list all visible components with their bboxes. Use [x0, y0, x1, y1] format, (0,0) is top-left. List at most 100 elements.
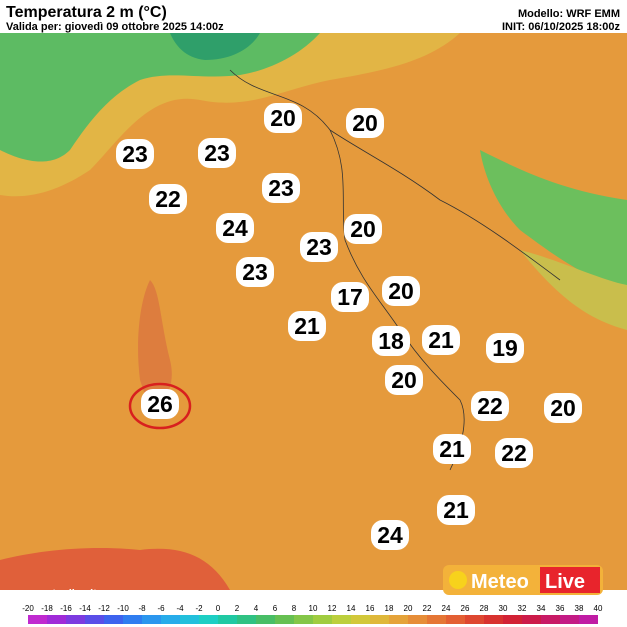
scale-swatch [465, 615, 484, 624]
scale-tick-label: 26 [461, 604, 470, 613]
scale-tick-label: 20 [404, 604, 413, 613]
scale-tick-label: -6 [157, 604, 165, 613]
scale-swatch [66, 615, 85, 624]
coastline [229, 69, 561, 471]
scale-swatch [123, 615, 142, 624]
scale-tick-label: 12 [328, 604, 337, 613]
scale-tick-label: 28 [480, 604, 489, 613]
scale-tick-label: -20 [22, 604, 34, 613]
temperature-label: 17 [337, 284, 363, 310]
label-badge [331, 282, 369, 312]
scale-swatch [484, 615, 503, 624]
scale-swatch [237, 615, 256, 624]
temperature-label: 24 [377, 522, 403, 548]
label-badge [116, 139, 154, 169]
label-badge [216, 213, 254, 243]
temperature-label: 26 [147, 391, 173, 417]
label-badge [544, 393, 582, 423]
africa-hot-zone [0, 548, 230, 590]
website: www.meteolive.it [7, 588, 97, 600]
scale-tick-label: 4 [254, 604, 259, 613]
scale-swatch [142, 615, 161, 624]
scale-swatch [560, 615, 579, 624]
alps-cold-zone [170, 33, 260, 60]
scale-swatch [522, 615, 541, 624]
label-badge [344, 214, 382, 244]
scale-swatch [28, 615, 47, 624]
scale-tick-label: 34 [537, 604, 546, 613]
scale-tick-label: -4 [176, 604, 184, 613]
scale-tick-label: -18 [41, 604, 53, 613]
alps-green-zone [0, 33, 320, 162]
scale-tick-label: 22 [423, 604, 432, 613]
scale-tick-label: 16 [366, 604, 375, 613]
label-badge [495, 438, 533, 468]
scale-tick-label: 0 [216, 604, 221, 613]
label-badge [471, 391, 509, 421]
label-badge [372, 326, 410, 356]
valid-time: Valida per: giovedì 09 ottobre 2025 14:0… [6, 21, 224, 33]
label-badge [437, 495, 475, 525]
temperature-label: 19 [492, 335, 518, 361]
scale-swatch [218, 615, 237, 624]
label-badge [236, 257, 274, 287]
temperature-label: 20 [388, 278, 414, 304]
label-badge [300, 232, 338, 262]
scale-tick-label: -2 [195, 604, 203, 613]
label-badge [149, 184, 187, 214]
scale-swatch [199, 615, 218, 624]
temperature-label: 23 [268, 175, 294, 201]
temperature-label: 20 [352, 110, 378, 136]
scale-tick-label: 18 [385, 604, 394, 613]
label-badge [433, 434, 471, 464]
temperature-label: 23 [122, 141, 148, 167]
sardinia-zone [138, 280, 172, 410]
scale-tick-label: 32 [518, 604, 527, 613]
temperature-label: 22 [155, 186, 181, 212]
temperature-label: 20 [391, 367, 417, 393]
label-badge [198, 138, 236, 168]
temperature-label: 20 [270, 105, 296, 131]
scale-tick-label: 36 [556, 604, 565, 613]
scale-tick-label: -10 [117, 604, 129, 613]
scale-swatch [85, 615, 104, 624]
temperature-label: 23 [306, 234, 332, 260]
scale-swatch [180, 615, 199, 624]
scale-tick-label: 40 [594, 604, 603, 613]
model-name: Modello: WRF EMM [518, 8, 620, 20]
scale-tick-label: 30 [499, 604, 508, 613]
temperature-label: 23 [204, 140, 230, 166]
scale-swatch [408, 615, 427, 624]
scale-tick-label: -8 [138, 604, 146, 613]
temperature-label: 21 [439, 436, 465, 462]
scale-tick-label: -12 [98, 604, 110, 613]
label-badge [371, 520, 409, 550]
scale-tick-label: -16 [60, 604, 72, 613]
scale-swatch [313, 615, 332, 624]
label-badge [288, 311, 326, 341]
temperature-label: 20 [350, 216, 376, 242]
label-badge [264, 103, 302, 133]
logo-right-box [540, 567, 600, 593]
scale-swatch [351, 615, 370, 624]
label-badge [486, 333, 524, 363]
temperature-label: 18 [378, 328, 404, 354]
scale-swatch [161, 615, 180, 624]
label-badge [422, 325, 460, 355]
logo-left: Meteo [471, 571, 529, 593]
label-badge [262, 173, 300, 203]
temperature-label: 23 [242, 259, 268, 285]
scale-swatch [275, 615, 294, 624]
temperature-label: 21 [443, 497, 469, 523]
scale-swatch [294, 615, 313, 624]
scale-swatch [256, 615, 275, 624]
temperature-label: 24 [222, 215, 248, 241]
label-badge [141, 389, 179, 419]
logo-sun [449, 571, 467, 589]
scale-tick-label: 2 [235, 604, 240, 613]
scale-swatch [332, 615, 351, 624]
scale-swatch [503, 615, 522, 624]
scale-swatch [104, 615, 123, 624]
scale-swatch [47, 615, 66, 624]
map-title: Temperatura 2 m (°C) [6, 4, 167, 21]
